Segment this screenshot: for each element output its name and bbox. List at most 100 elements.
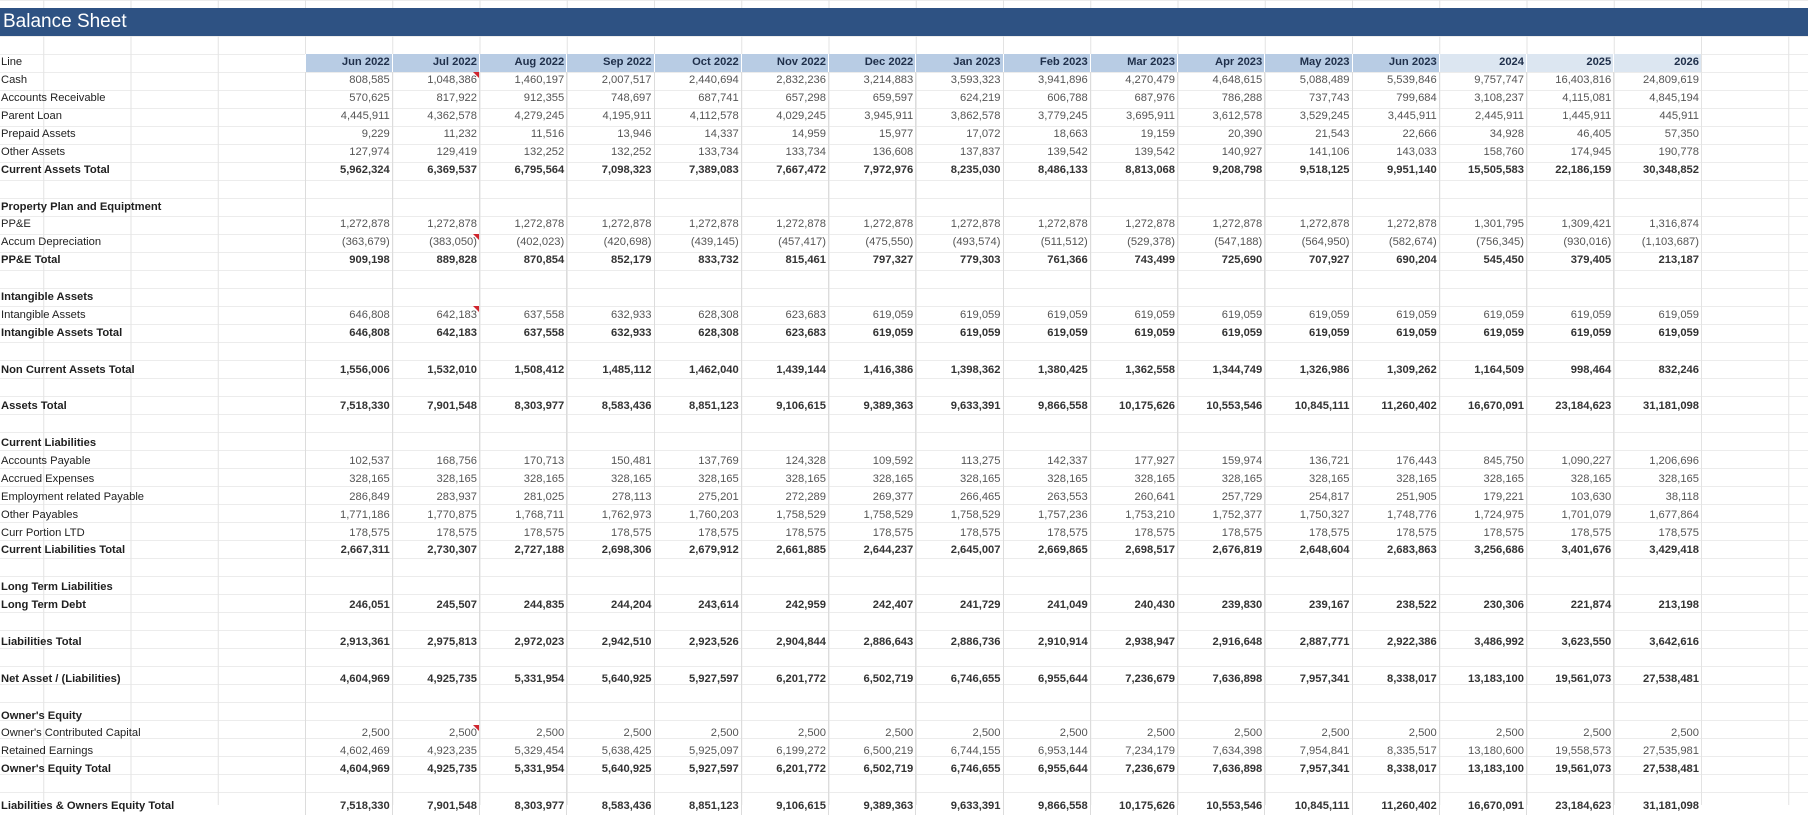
value-cell[interactable] <box>1002 614 1091 634</box>
value-cell[interactable]: 16,670,091 <box>1438 397 1527 416</box>
value-cell[interactable] <box>1176 778 1265 798</box>
value-cell[interactable] <box>566 198 654 217</box>
value-cell[interactable]: 628,308 <box>653 324 742 343</box>
value-cell[interactable]: 7,518,330 <box>304 397 393 416</box>
value-cell[interactable]: 27,535,981 <box>1613 742 1701 761</box>
value-cell[interactable]: 6,744,155 <box>915 742 1003 761</box>
value-cell[interactable]: 4,270,479 <box>1089 71 1178 90</box>
value-cell[interactable]: 9,757,747 <box>1438 71 1527 90</box>
value-cell[interactable]: 11,260,402 <box>1351 397 1440 416</box>
value-cell[interactable]: 690,204 <box>1351 251 1440 270</box>
value-cell[interactable] <box>1264 198 1352 217</box>
value-cell[interactable] <box>1351 614 1440 634</box>
value-cell[interactable]: 4,925,735 <box>391 760 480 779</box>
value-cell[interactable] <box>915 198 1003 217</box>
value-cell[interactable]: 8,583,436 <box>566 797 654 815</box>
value-cell[interactable] <box>391 578 480 597</box>
value-cell[interactable] <box>304 778 393 798</box>
value-cell[interactable]: 137,769 <box>653 452 742 471</box>
value-cell[interactable] <box>1002 707 1091 725</box>
value-cell[interactable]: 445,911 <box>1613 107 1701 126</box>
value-cell[interactable] <box>1176 198 1265 217</box>
value-cell[interactable] <box>740 707 829 725</box>
value-cell[interactable] <box>566 415 654 435</box>
value-cell[interactable]: 743,499 <box>1089 251 1178 270</box>
value-cell[interactable]: 619,059 <box>1002 324 1091 343</box>
value-cell[interactable] <box>740 179 829 199</box>
value-cell[interactable]: 13,183,100 <box>1438 760 1527 779</box>
value-cell[interactable]: 136,608 <box>827 143 916 162</box>
row-label-cell[interactable]: Retained Earnings <box>1 745 94 758</box>
value-cell[interactable] <box>1613 614 1701 634</box>
value-cell[interactable] <box>1438 415 1527 435</box>
value-cell[interactable]: 1,439,144 <box>740 361 829 380</box>
row-label-cell[interactable]: Other Assets <box>1 145 66 158</box>
value-cell[interactable] <box>1089 651 1178 671</box>
value-cell[interactable]: 5,640,925 <box>566 670 654 689</box>
value-cell[interactable]: 748,697 <box>566 89 654 108</box>
column-header-cell[interactable]: 2026 <box>1613 54 1701 72</box>
value-cell[interactable] <box>1089 342 1178 362</box>
value-cell[interactable]: 1,206,696 <box>1613 452 1701 471</box>
value-cell[interactable] <box>1002 688 1091 708</box>
value-cell[interactable]: 1,748,776 <box>1351 506 1440 525</box>
value-cell[interactable]: 619,059 <box>1613 306 1701 325</box>
value-cell[interactable]: 6,201,772 <box>740 670 829 689</box>
value-cell[interactable] <box>391 379 480 398</box>
value-cell[interactable] <box>1525 688 1614 708</box>
value-cell[interactable]: 9,866,558 <box>1002 397 1091 416</box>
value-cell[interactable]: 16,670,091 <box>1438 797 1527 815</box>
value-cell[interactable]: 136,721 <box>1264 452 1352 471</box>
value-cell[interactable]: 242,959 <box>740 596 829 615</box>
value-cell[interactable]: 1,701,079 <box>1525 506 1614 525</box>
value-cell[interactable]: 139,542 <box>1002 143 1091 162</box>
value-cell[interactable]: 31,181,098 <box>1613 397 1701 416</box>
value-cell[interactable] <box>827 707 916 725</box>
value-cell[interactable] <box>478 559 567 579</box>
value-cell[interactable]: 2,683,863 <box>1351 542 1440 560</box>
value-cell[interactable]: 5,925,097 <box>653 742 742 761</box>
value-cell[interactable] <box>478 415 567 435</box>
value-cell[interactable]: 242,407 <box>827 596 916 615</box>
value-cell[interactable]: 2,445,911 <box>1438 107 1527 126</box>
value-cell[interactable]: 3,623,550 <box>1525 633 1614 652</box>
value-cell[interactable] <box>304 707 393 725</box>
value-cell[interactable]: 10,845,111 <box>1264 797 1352 815</box>
value-cell[interactable]: 328,165 <box>304 470 393 489</box>
value-cell[interactable] <box>478 379 567 398</box>
value-cell[interactable]: 19,159 <box>1089 125 1178 144</box>
row-label-cell[interactable] <box>0 560 305 579</box>
value-cell[interactable]: 3,612,578 <box>1176 107 1265 126</box>
value-cell[interactable] <box>1525 269 1614 289</box>
value-cell[interactable] <box>478 269 567 289</box>
value-cell[interactable] <box>566 778 654 798</box>
value-cell[interactable] <box>653 342 742 362</box>
value-cell[interactable] <box>827 651 916 671</box>
value-cell[interactable] <box>1351 778 1440 798</box>
value-cell[interactable]: 275,201 <box>653 488 742 507</box>
row-label-cell[interactable] <box>0 379 305 398</box>
value-cell[interactable]: 238,522 <box>1351 596 1440 615</box>
value-cell[interactable] <box>1438 651 1527 671</box>
value-cell[interactable]: 178,575 <box>566 524 654 543</box>
value-cell[interactable]: 1,272,878 <box>1002 216 1091 234</box>
value-cell[interactable]: 619,059 <box>1438 324 1527 343</box>
column-header-cell[interactable]: Nov 2022 <box>740 54 829 72</box>
column-header-cell[interactable]: Oct 2022 <box>653 54 742 72</box>
value-cell[interactable] <box>1264 559 1352 579</box>
value-cell[interactable]: 2,645,007 <box>915 542 1003 560</box>
value-cell[interactable]: 2,886,736 <box>915 633 1003 652</box>
value-cell[interactable] <box>304 342 393 362</box>
value-cell[interactable] <box>1525 379 1614 398</box>
value-cell[interactable]: 2,500 <box>478 724 567 743</box>
value-cell[interactable] <box>653 688 742 708</box>
value-cell[interactable] <box>1351 651 1440 671</box>
value-cell[interactable] <box>1438 559 1527 579</box>
value-cell[interactable] <box>740 269 829 289</box>
value-cell[interactable]: 38,118 <box>1613 488 1701 507</box>
value-cell[interactable] <box>653 415 742 435</box>
value-cell[interactable]: 221,874 <box>1525 596 1614 615</box>
value-cell[interactable]: 619,059 <box>1613 324 1701 343</box>
value-cell[interactable]: 2,676,819 <box>1176 542 1265 560</box>
value-cell[interactable]: 178,575 <box>1264 524 1352 543</box>
